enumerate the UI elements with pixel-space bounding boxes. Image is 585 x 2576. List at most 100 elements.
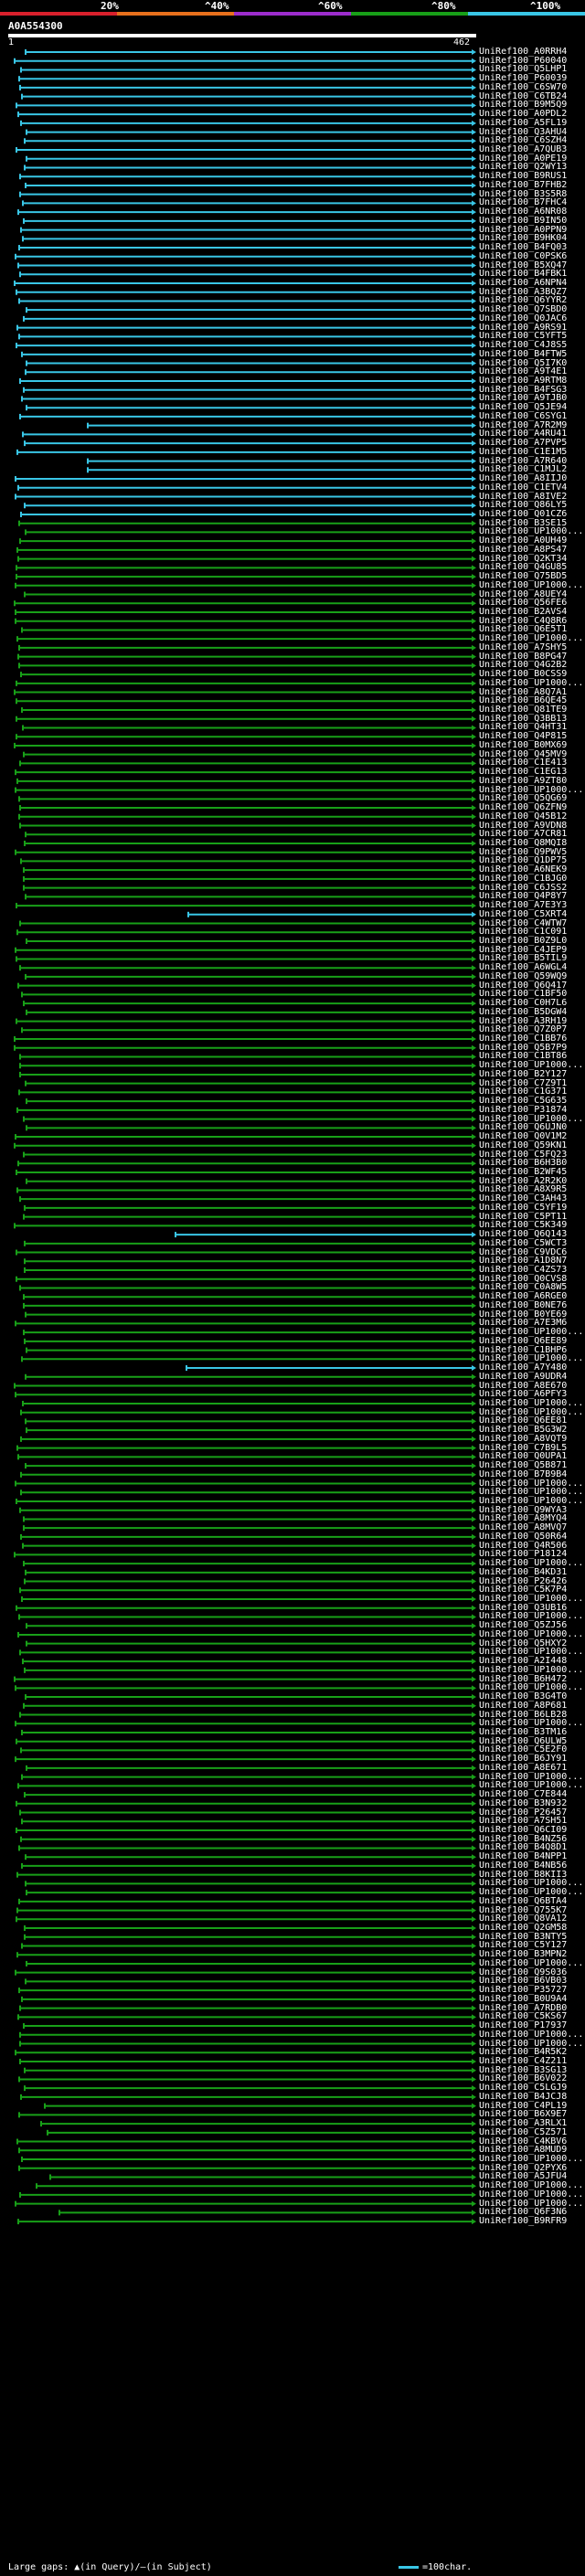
hit-label[interactable]: UniRef100_C5Y127	[479, 1940, 568, 1951]
hit-label[interactable]: UniRef100_B4FSG3	[479, 384, 568, 395]
hit-label[interactable]: UniRef100_UP1000...	[479, 1406, 584, 1417]
hit-label[interactable]: UniRef100_A0PPN9	[479, 224, 568, 235]
hit-label[interactable]: UniRef100_B4Q8D1	[479, 1842, 568, 1853]
hit-label[interactable]: UniRef100_Q6BTA4	[479, 1895, 568, 1906]
hit-label[interactable]: UniRef100_A5JFU4	[479, 2171, 568, 2182]
hit-label[interactable]: UniRef100_A7R2M9	[479, 419, 568, 430]
hit-label[interactable]: UniRef100_B0CSS9	[479, 669, 568, 680]
hit-label[interactable]: UniRef100_C9VDC6	[479, 1246, 568, 1257]
hit-label[interactable]: UniRef100_Q5B871	[479, 1460, 568, 1471]
hit-label[interactable]: UniRef100_A7SH51	[479, 1816, 568, 1827]
hit-label[interactable]: UniRef100_A7QUB3	[479, 144, 568, 155]
hit-label[interactable]: UniRef100_A3BQZ7	[479, 286, 568, 297]
hit-label[interactable]: UniRef100_C0A8W5	[479, 1282, 568, 1293]
hit-label[interactable]: UniRef100_Q75BD5	[479, 571, 568, 582]
hit-label[interactable]: UniRef100_C1BHP6	[479, 1344, 568, 1355]
hit-label[interactable]: UniRef100_B5G3W2	[479, 1425, 568, 1436]
hit-label[interactable]: UniRef100_A0PDL2	[479, 109, 568, 120]
hit-label[interactable]: UniRef100_A9T4E1	[479, 366, 568, 377]
hit-label[interactable]: UniRef100_Q6Q417	[479, 980, 568, 991]
hit-label[interactable]: UniRef100_Q8MQI8	[479, 837, 568, 848]
hit-label[interactable]: UniRef100_B4NPP1	[479, 1851, 568, 1862]
hit-label[interactable]: UniRef100_A8VQT9	[479, 1433, 568, 1444]
hit-label[interactable]: UniRef100_C4PL19	[479, 2100, 568, 2111]
hit-label[interactable]: UniRef100_Q59WQ9	[479, 970, 568, 981]
hit-label[interactable]: UniRef100_P35727	[479, 1985, 568, 1996]
hit-label[interactable]: UniRef100_B3TM16	[479, 1726, 568, 1737]
hit-label[interactable]: UniRef100_Q45MV9	[479, 748, 568, 759]
hit-label[interactable]: UniRef100_B2Y127	[479, 1068, 568, 1079]
hit-label[interactable]: UniRef100_B3G4T0	[479, 1691, 568, 1702]
hit-label[interactable]: UniRef100_Q45B12	[479, 811, 568, 822]
hit-label[interactable]: UniRef100_Q9PWV5	[479, 846, 568, 857]
hit-label[interactable]: UniRef100_Q7SBD0	[479, 304, 568, 315]
hit-label[interactable]: UniRef100_P60039	[479, 73, 568, 84]
hit-label[interactable]: UniRef100_Q81TE9	[479, 705, 568, 716]
hit-label[interactable]: UniRef100_Q4P815	[479, 731, 568, 742]
hit-label[interactable]: UniRef100_B3SG13	[479, 2064, 568, 2075]
hit-label[interactable]: UniRef100_Q0CVS8	[479, 1273, 568, 1284]
hit-label[interactable]: UniRef100_Q9WYA3	[479, 1504, 568, 1515]
hit-label[interactable]: UniRef100_UP1000...	[479, 1611, 584, 1622]
hit-label[interactable]: UniRef100_Q8VA12	[479, 1913, 568, 1924]
hit-label[interactable]: UniRef100_UP1000...	[479, 1628, 584, 1639]
hit-label[interactable]: UniRef100_B6JY91	[479, 1754, 568, 1765]
hit-label[interactable]: UniRef100_C6SYG1	[479, 410, 568, 421]
hit-label[interactable]: UniRef100_P18124	[479, 1549, 568, 1560]
hit-label[interactable]: UniRef100_Q6F3N6	[479, 2207, 568, 2218]
hit-label[interactable]: UniRef100_UP1000...	[479, 633, 584, 644]
hit-label[interactable]: UniRef100_B9RUS1	[479, 171, 568, 182]
hit-label[interactable]: UniRef100_Q2KT34	[479, 553, 568, 564]
hit-label[interactable]: UniRef100_UP1000...	[479, 1878, 584, 1889]
hit-label[interactable]: UniRef100_Q4P8Y7	[479, 891, 568, 902]
hit-label[interactable]: UniRef100_Q6CI09	[479, 1825, 568, 1835]
hit-label[interactable]: UniRef100_Q01CZ6	[479, 508, 568, 519]
hit-label[interactable]: UniRef100_C1ETV4	[479, 482, 568, 493]
hit-label[interactable]: UniRef100_C4KBV6	[479, 2136, 568, 2147]
hit-label[interactable]: UniRef100_B4NZ56	[479, 1833, 568, 1844]
hit-label[interactable]: UniRef100_A7R640	[479, 455, 568, 466]
hit-label[interactable]: UniRef100_Q5B7P9	[479, 1042, 568, 1053]
hit-label[interactable]: UniRef100_Q6UJN0	[479, 1122, 568, 1133]
hit-label[interactable]: UniRef100_C6TB24	[479, 90, 568, 101]
hit-label[interactable]: UniRef100_Q2GM58	[479, 1923, 568, 1934]
hit-label[interactable]: UniRef100_B6H3B0	[479, 1158, 568, 1169]
hit-label[interactable]: UniRef100_B9IN50	[479, 215, 568, 226]
hit-label[interactable]: UniRef100_UP1000...	[479, 1957, 584, 1968]
hit-label[interactable]: UniRef100_B8PG47	[479, 651, 568, 662]
hit-label[interactable]: UniRef100_P17937	[479, 2020, 568, 2031]
hit-label[interactable]: UniRef100_A1D8N7	[479, 1256, 568, 1267]
hit-label[interactable]: UniRef100_UP1000...	[479, 1327, 584, 1338]
hit-label[interactable]: UniRef100_B6H472	[479, 1673, 568, 1684]
hit-label[interactable]: UniRef100_C1BJG0	[479, 873, 568, 884]
hit-label[interactable]: UniRef100_A7E3M6	[479, 1318, 568, 1329]
hit-label[interactable]: UniRef100_B3SE15	[479, 517, 568, 528]
hit-label[interactable]: UniRef100_A7Y480	[479, 1362, 568, 1373]
hit-label[interactable]: UniRef100_A2I448	[479, 1656, 568, 1667]
hit-label[interactable]: UniRef100_Q6ZFN9	[479, 802, 568, 813]
hit-label[interactable]: UniRef100_B0Z9L0	[479, 936, 568, 946]
hit-label[interactable]: UniRef100_A0PE19	[479, 153, 568, 164]
hit-label[interactable]: UniRef100_Q5JE94	[479, 402, 568, 413]
hit-label[interactable]: UniRef100_Q56FE6	[479, 598, 568, 609]
hit-label[interactable]: UniRef100_B4FTW5	[479, 348, 568, 359]
hit-label[interactable]: UniRef100_Q6YYR2	[479, 295, 568, 306]
hit-label[interactable]: UniRef100_UP1000...	[479, 2029, 584, 2040]
hit-label[interactable]: UniRef100_UP1000...	[479, 1647, 584, 1658]
hit-label[interactable]: UniRef100_A7RDB0	[479, 2002, 568, 2013]
hit-label[interactable]: UniRef100_UP1000...	[479, 1594, 584, 1605]
hit-label[interactable]: UniRef100_UP1000...	[479, 1682, 584, 1693]
hit-label[interactable]: UniRef100_Q6Q143	[479, 1229, 568, 1240]
hit-label[interactable]: UniRef100_Q6ULW5	[479, 1735, 568, 1746]
hit-label[interactable]: UniRef100_Q0JAC6	[479, 313, 568, 323]
hit-label[interactable]: UniRef100_B5TIL9	[479, 953, 568, 964]
hit-label[interactable]: UniRef100_A8IVE2	[479, 491, 568, 502]
hit-label[interactable]: UniRef100_UP1000...	[479, 2198, 584, 2209]
hit-label[interactable]: UniRef100_C4J8S5	[479, 340, 568, 351]
hit-label[interactable]: UniRef100_A8X9R5	[479, 1184, 568, 1195]
hit-label[interactable]: UniRef100_UP1000...	[479, 1397, 584, 1408]
hit-label[interactable]: UniRef100_B3MPN2	[479, 1949, 568, 1960]
hit-label[interactable]: UniRef100_A6PFY3	[479, 1389, 568, 1400]
hit-label[interactable]: UniRef100_C1G371	[479, 1087, 568, 1097]
hit-label[interactable]: UniRef100_B4NB56	[479, 1860, 568, 1871]
